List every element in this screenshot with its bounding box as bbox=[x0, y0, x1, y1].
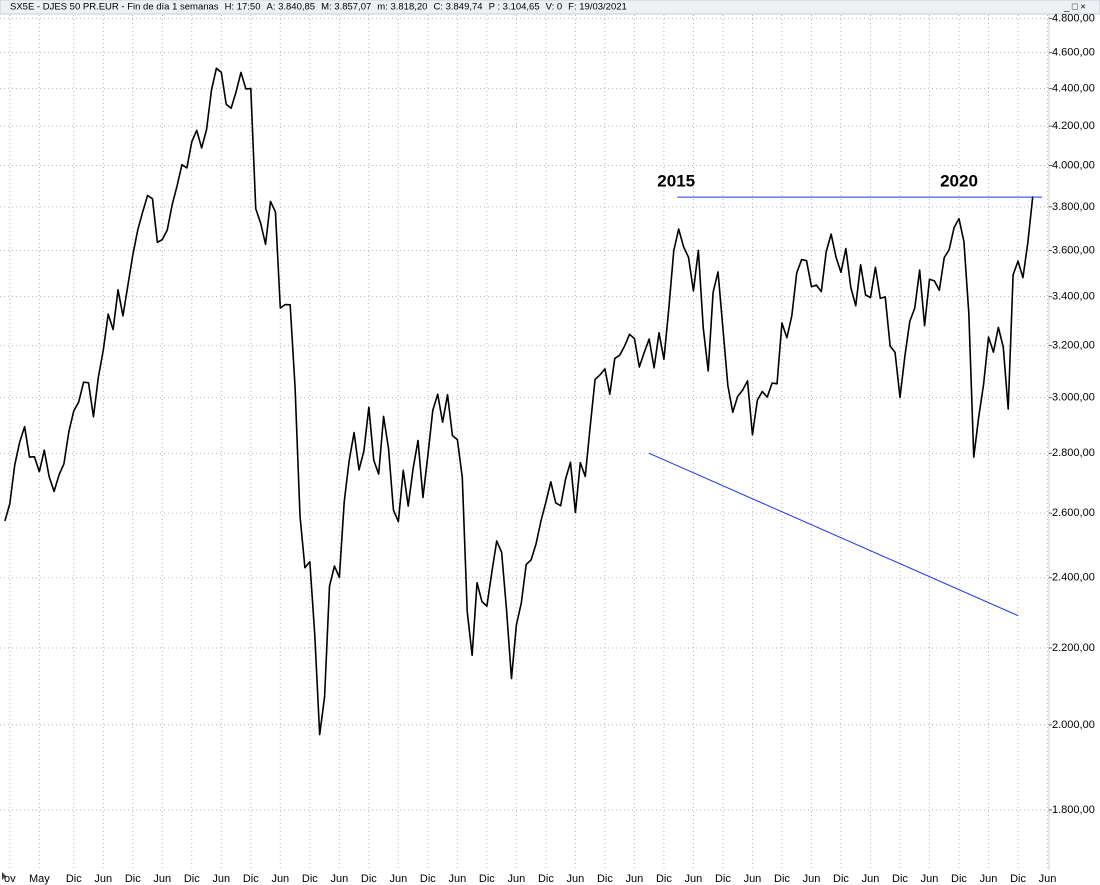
y-tick-label: 2.600,00 bbox=[1052, 507, 1095, 519]
header-text: A: 3.840,85 bbox=[266, 2, 315, 13]
header-text: M: 3.857,07 bbox=[321, 2, 371, 13]
x-tick-label: Dic bbox=[243, 873, 259, 885]
x-tick-label: Dic bbox=[302, 873, 318, 885]
window-controls[interactable]: _ □ × bbox=[1063, 2, 1086, 13]
x-tick-label: Jun bbox=[94, 873, 112, 885]
header-text: F: 19/03/2021 bbox=[568, 2, 627, 13]
y-tick-label: 2.000,00 bbox=[1052, 719, 1095, 731]
trend-line bbox=[648, 452, 1019, 617]
x-tick-label: Dic bbox=[479, 873, 495, 885]
x-tick-label: Jun bbox=[508, 873, 526, 885]
x-tick-label: Jun bbox=[980, 873, 998, 885]
header-text: m: 3.818,20 bbox=[377, 2, 427, 13]
x-tick-label: ov bbox=[4, 873, 16, 885]
header-text: C: 3.849,74 bbox=[433, 2, 482, 13]
x-tick-label: Jun bbox=[803, 873, 821, 885]
header-text: V: 0 bbox=[546, 2, 563, 13]
x-tick-label: Dic bbox=[1010, 873, 1026, 885]
y-tick-label: 4.400,00 bbox=[1052, 82, 1095, 94]
x-tick-label: Jun bbox=[153, 873, 171, 885]
y-tick-label: 3.600,00 bbox=[1052, 244, 1095, 256]
x-tick-label: May bbox=[29, 873, 50, 885]
x-tick-label: Jun bbox=[389, 873, 407, 885]
y-tick-label: 2.800,00 bbox=[1052, 447, 1095, 459]
x-tick-label: Jun bbox=[271, 873, 289, 885]
y-tick-label: 3.800,00 bbox=[1052, 201, 1095, 213]
x-tick-label: Dic bbox=[420, 873, 436, 885]
y-tick-label: 3.000,00 bbox=[1052, 392, 1095, 404]
price-line bbox=[4, 67, 1034, 736]
x-tick-label: Dic bbox=[184, 873, 200, 885]
y-tick-label: 4.200,00 bbox=[1052, 120, 1095, 132]
y-tick-label: 2.400,00 bbox=[1052, 572, 1095, 584]
x-tick-label: Jun bbox=[330, 873, 348, 885]
y-tick-label: 4.600,00 bbox=[1052, 47, 1095, 59]
y-tick-label: 1.800,00 bbox=[1052, 804, 1095, 816]
x-tick-label: Jun bbox=[448, 873, 466, 885]
y-tick-label: 2.200,00 bbox=[1052, 642, 1095, 654]
x-tick-label: Jun bbox=[626, 873, 644, 885]
x-tick-label: Jun bbox=[212, 873, 230, 885]
scroll-arrow[interactable] bbox=[2, 872, 6, 880]
x-tick-label: Jun bbox=[921, 873, 939, 885]
x-tick-label: Dic bbox=[892, 873, 908, 885]
x-tick-label: Dic bbox=[597, 873, 613, 885]
x-tick-label: Dic bbox=[538, 873, 554, 885]
header-text: SX5E - DJES 50 PR.EUR - Fin de día 1 sem… bbox=[10, 2, 219, 13]
x-tick-label: Jun bbox=[567, 873, 585, 885]
x-tick-label: Dic bbox=[125, 873, 141, 885]
header-text: P : 3.104,65 bbox=[489, 2, 540, 13]
title-bar bbox=[0, 0, 1100, 15]
annotation: 2015 bbox=[657, 171, 695, 190]
annotation: 2020 bbox=[940, 171, 978, 190]
y-tick-label: 3.200,00 bbox=[1052, 339, 1095, 351]
y-tick-label: 4.800,00 bbox=[1052, 12, 1095, 24]
x-tick-label: Dic bbox=[951, 873, 967, 885]
x-tick-label: Dic bbox=[656, 873, 672, 885]
y-tick-label: 4.000,00 bbox=[1052, 159, 1095, 171]
x-tick-label: Dic bbox=[774, 873, 790, 885]
x-tick-label: Jun bbox=[744, 873, 762, 885]
y-tick-label: 3.400,00 bbox=[1052, 291, 1095, 303]
x-tick-label: Dic bbox=[361, 873, 377, 885]
x-tick-label: Jun bbox=[1039, 873, 1057, 885]
x-tick-label: Jun bbox=[685, 873, 703, 885]
x-tick-label: Dic bbox=[833, 873, 849, 885]
header-text: H: 17:50 bbox=[225, 2, 261, 13]
x-tick-label: Dic bbox=[715, 873, 731, 885]
x-tick-label: Jun bbox=[862, 873, 880, 885]
x-tick-label: Dic bbox=[66, 873, 82, 885]
